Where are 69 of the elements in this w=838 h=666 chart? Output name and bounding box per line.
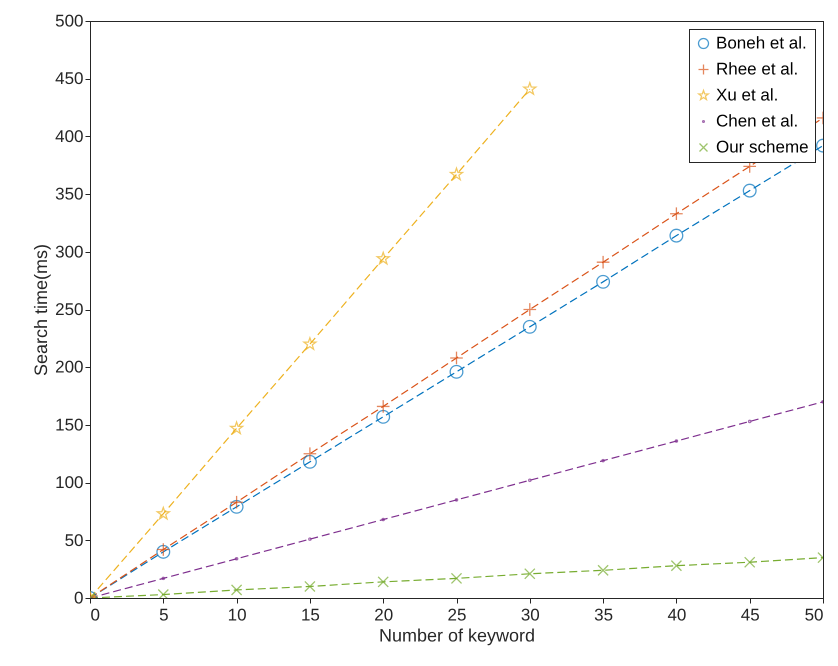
y-tick-label: 200: [55, 358, 84, 377]
point: [454, 498, 458, 502]
point: [162, 576, 166, 580]
point: [669, 228, 684, 243]
point: [744, 556, 756, 568]
legend-label: Boneh et al.: [716, 34, 807, 52]
point: [524, 568, 536, 580]
x-axis-title: Number of keyword: [378, 626, 536, 646]
y-tick-label: 350: [55, 184, 84, 204]
x-tick-label: 25: [448, 606, 466, 624]
point: [376, 410, 390, 424]
line-series: [90, 400, 823, 598]
point: [528, 478, 532, 482]
point: [302, 454, 317, 469]
point: [308, 537, 312, 541]
point: [522, 320, 537, 334]
point: [302, 446, 317, 461]
point: [450, 350, 464, 365]
y-axis-title: Search time(ms): [31, 244, 52, 376]
point: [523, 82, 536, 95]
y-tick-label: 100: [55, 473, 84, 492]
point: [230, 421, 244, 434]
y-tick-label: 450: [55, 69, 84, 88]
point: [230, 495, 244, 510]
point: [596, 255, 610, 270]
y-tick-label: 500: [55, 12, 84, 30]
point: [376, 399, 390, 414]
x-tick-label: 40: [667, 606, 686, 624]
y-tick-label: 150: [55, 415, 84, 434]
y-tick-label: 50: [64, 530, 84, 550]
point: [670, 560, 682, 572]
point: [596, 274, 610, 289]
x-tick-label: 45: [740, 606, 760, 624]
point: [303, 337, 317, 350]
y-tick-label: 0: [74, 588, 84, 608]
point: [742, 184, 757, 198]
y-tick-label: 400: [55, 126, 84, 146]
y-tick-label: 300: [55, 242, 84, 262]
point: [156, 506, 170, 520]
point: [230, 584, 242, 596]
point: [522, 302, 537, 316]
legend-label: Chen et al.: [716, 112, 798, 130]
x-tick-label: 5: [159, 606, 169, 624]
point: [304, 580, 316, 592]
point: [748, 420, 752, 424]
point: [450, 572, 462, 584]
point: [381, 518, 385, 522]
point: [597, 564, 609, 576]
x-tick-label: 50: [804, 606, 824, 624]
point: [234, 556, 238, 561]
point: [376, 252, 390, 264]
legend-label: Our scheme: [716, 138, 809, 156]
point: [601, 458, 605, 462]
x-tick-label: 35: [594, 606, 614, 624]
point: [450, 364, 464, 379]
legend-label: Xu et al.: [716, 86, 778, 104]
point: [669, 206, 684, 221]
point: [230, 500, 244, 514]
x-tick-label: 20: [374, 606, 394, 624]
legend-label: Rhee et al.: [716, 60, 798, 78]
x-tick-label: 30: [520, 606, 540, 624]
x-tick-label: 0: [90, 606, 100, 624]
point: [377, 576, 389, 588]
x-tick-label: 10: [228, 606, 247, 624]
point: [674, 439, 678, 443]
point: [158, 588, 170, 598]
y-tick-label: 250: [55, 300, 84, 319]
x-tick-label: 15: [300, 606, 320, 624]
point: [450, 168, 464, 180]
